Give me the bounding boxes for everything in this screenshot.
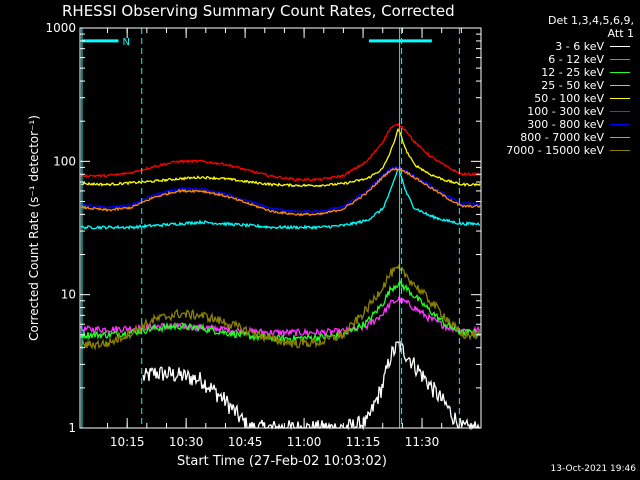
y-tick-label-3: 1000 [45,21,76,35]
legend-label: 50 - 100 keV [534,92,604,105]
legend-label: 800 - 7000 keV [520,131,604,144]
legend-swatch [610,72,630,73]
plot-frame [79,27,482,429]
series-line-2 [80,279,481,344]
x-axis-label: Start Time (27-Feb-02 10:03:02) [177,454,387,469]
legend-swatch [610,46,630,47]
legend-item-4: 50 - 100 keV [474,92,634,105]
y-tick-label-2: 100 [53,154,76,168]
series-line-3 [80,168,481,231]
legend-header-attenuator: Att 1 [607,27,634,40]
legend-item-7: 800 - 7000 keV [474,131,634,144]
legend: Det 1,3,4,5,6,9, Att 1 3 - 6 keV 6 - 12 k… [474,14,634,157]
legend-label: 6 - 12 keV [548,53,604,66]
legend-item-1: 6 - 12 keV [474,53,634,66]
legend-item-6: 300 - 800 keV [474,118,634,131]
legend-swatch [610,111,630,112]
legend-header-detectors: Det 1,3,4,5,6,9, [547,14,634,27]
x-tick-label-1: 10:30 [169,435,204,449]
legend-swatch [610,59,630,60]
legend-label: 7000 - 15000 keV [506,144,604,157]
legend-item-0: 3 - 6 keV [474,40,634,53]
y-tick-label-0: 1 [68,421,76,435]
legend-swatch [610,150,630,151]
legend-swatch [610,85,630,86]
x-tick-label-3: 11:00 [287,435,322,449]
legend-item-2: 12 - 25 keV [474,66,634,79]
legend-label: 100 - 300 keV [527,105,604,118]
series-line-4 [80,127,481,188]
legend-swatch [610,137,630,138]
series-line-5 [80,121,481,182]
legend-swatch [610,124,630,125]
legend-label: 12 - 25 keV [541,66,604,79]
legend-item-8: 7000 - 15000 keV [474,144,634,157]
legend-label: 300 - 800 keV [527,118,604,131]
chart-title: RHESSI Observing Summary Count Rates, Co… [62,2,455,20]
x-tick-label-2: 10:45 [228,435,263,449]
x-tick-label-5: 11:30 [405,435,440,449]
y-axis-label: Corrected Count Rate (s⁻¹ detector⁻¹) [27,115,41,341]
series-line-6 [80,165,481,214]
x-tick-label-4: 11:15 [346,435,381,449]
series-line-0 [142,340,480,431]
legend-item-5: 100 - 300 keV [474,105,634,118]
series-line-8 [80,263,481,351]
x-tick-label-0: 10:15 [110,435,145,449]
footer-timestamp: 13-Oct-2021 19:46 [550,464,636,474]
legend-item-3: 25 - 50 keV [474,79,634,92]
night-marker-label: N [123,37,130,48]
series-line-7 [80,166,481,217]
legend-label: 25 - 50 keV [541,79,604,92]
legend-swatch [610,98,630,99]
legend-label: 3 - 6 keV [555,40,604,53]
y-tick-label-1: 10 [61,288,76,302]
